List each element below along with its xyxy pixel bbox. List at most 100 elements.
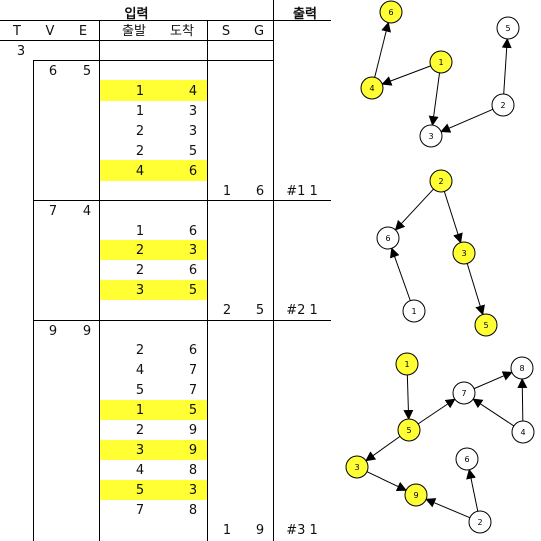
highlight-row: [100, 240, 207, 260]
edge-from: 1: [135, 224, 145, 239]
case-output: #1 1: [286, 184, 318, 199]
col-header-t: T: [13, 24, 21, 39]
edge-from: 3: [135, 283, 145, 298]
case-v: 7: [48, 204, 58, 219]
graph-node-label: 9: [413, 491, 418, 500]
graph-node: [429, 50, 453, 74]
graph-edge: [425, 498, 471, 519]
graph-node: [474, 313, 498, 337]
graph-node: [452, 381, 476, 405]
graph-edge: [403, 374, 414, 421]
edge-to: 3: [188, 483, 198, 498]
graph-node-label: 2: [500, 101, 505, 110]
edge-to: 5: [188, 283, 198, 298]
edge-to: 9: [188, 443, 198, 458]
case-v: 9: [48, 324, 58, 339]
edge-from: 2: [135, 243, 145, 258]
graph-node-label: 8: [519, 364, 524, 373]
graph-edge: [381, 65, 431, 86]
graph-edge: [443, 191, 463, 244]
graph-node-label: 6: [388, 8, 393, 17]
graph-node-label: 5: [483, 321, 488, 330]
output-header: 출력: [293, 7, 317, 22]
graph-edge: [466, 263, 485, 316]
graph-node-label: 3: [461, 249, 466, 258]
graph-node: [379, 0, 403, 24]
edge-from: 3: [135, 443, 145, 458]
graph-node: [468, 510, 492, 534]
graph-edge: [417, 398, 456, 425]
edge-to: 9: [188, 423, 198, 438]
graph-node-label: 1: [438, 58, 443, 67]
case-s: 2: [222, 303, 232, 318]
case-g: 6: [255, 184, 265, 199]
graph-node: [402, 299, 426, 323]
io-table: 입력 출력 T V E 출발 도착 S G 3 6 5 1 4 1 3 2 3 …: [0, 0, 331, 541]
graph-edge: [472, 398, 515, 427]
case-e: 4: [82, 204, 92, 219]
rule: [33, 60, 34, 541]
graph-node-label: 1: [411, 307, 416, 316]
highlight-row: [100, 280, 207, 300]
edge-to: 5: [188, 403, 198, 418]
col-header-v: V: [45, 24, 55, 39]
graph-edge: [390, 247, 411, 301]
edge-from: 5: [135, 383, 145, 398]
edge-to: 6: [188, 263, 198, 278]
graph-node: [404, 483, 428, 507]
graph-node-label: 3: [428, 132, 433, 141]
graph-node: [360, 76, 384, 100]
rule: [0, 20, 331, 21]
graph-diagrams: 6 5 1 4 2 3 2 6 3 1 5 1 8 7 5 4 3 6 9 2: [345, 0, 535, 534]
graph-edge: [374, 21, 392, 78]
graph-edge: [366, 471, 407, 491]
case-g: 5: [255, 303, 265, 318]
edge-to: 8: [188, 463, 198, 478]
edge-from: 1: [135, 403, 145, 418]
graph-node-label: 5: [505, 24, 510, 33]
graph-edge: [394, 188, 434, 231]
case-s: 1: [222, 523, 232, 538]
edge-to: 8: [188, 503, 198, 518]
graph-edge: [473, 371, 513, 390]
graph-node-label: 4: [520, 428, 525, 437]
case-e: 5: [82, 64, 92, 79]
graph-node-label: 7: [461, 389, 466, 398]
edge-from: 2: [135, 423, 145, 438]
graph-node: [455, 447, 479, 471]
edge-from: 2: [135, 263, 145, 278]
edge-to: 7: [188, 363, 198, 378]
graph-node-label: 2: [477, 518, 482, 527]
case-g: 9: [255, 523, 265, 538]
edge-from: 1: [135, 84, 145, 99]
col-header-g: G: [253, 24, 265, 39]
edge-from: 1: [135, 104, 145, 119]
graph-node: [491, 93, 515, 117]
edge-to: 6: [188, 343, 198, 358]
edge-from: 5: [135, 483, 145, 498]
highlight-row: [100, 400, 207, 420]
edge-to: 3: [188, 104, 198, 119]
case-output: #3 1: [286, 523, 318, 538]
edge-to: 7: [188, 383, 198, 398]
graph-edge: [501, 37, 512, 95]
edge-to: 3: [188, 243, 198, 258]
rule: [207, 20, 208, 541]
graph-edge: [466, 468, 479, 512]
col-header-s: S: [221, 24, 231, 39]
edge-to: 3: [188, 124, 198, 139]
graph-node-label: 3: [354, 463, 359, 472]
graph-node: [395, 352, 419, 376]
rule: [273, 0, 274, 541]
input-header: 입력: [124, 7, 149, 22]
edge-from: 4: [135, 363, 145, 378]
rule: [33, 60, 273, 61]
case-output: #2 1: [286, 303, 318, 318]
rule: [0, 40, 273, 41]
edge-from: 7: [135, 503, 145, 518]
case-e: 9: [82, 324, 92, 339]
highlight-row: [100, 160, 207, 181]
graph-node: [452, 241, 476, 265]
col-header-to: 도착: [170, 24, 194, 39]
graph-node: [419, 124, 443, 148]
